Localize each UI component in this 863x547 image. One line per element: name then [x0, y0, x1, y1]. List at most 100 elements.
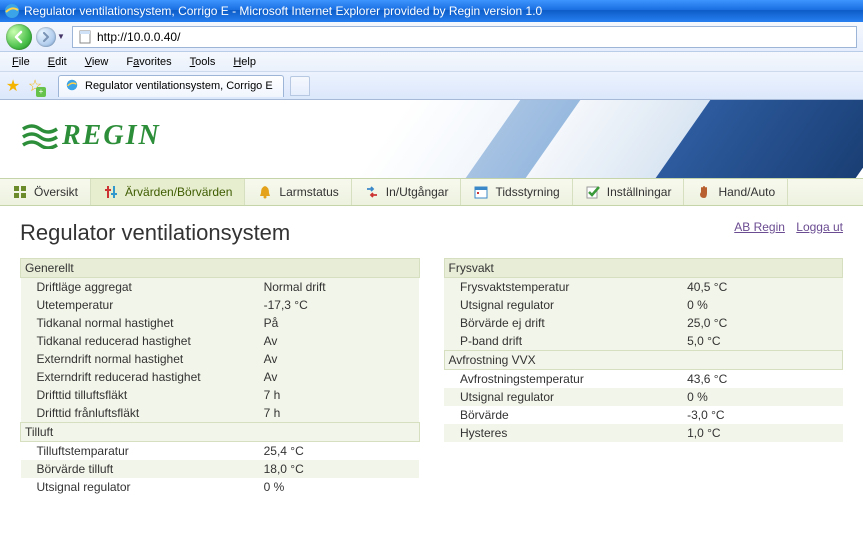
table-row: Börvärde ej drift25,0 °C: [444, 314, 843, 332]
row-label: Frysvaktstemperatur: [444, 278, 683, 297]
nav-label: Inställningar: [607, 185, 672, 199]
row-value[interactable]: 5,0 °C: [683, 332, 842, 351]
nav-label: Ärvärden/Börvärden: [125, 185, 232, 199]
sliders-icon: [103, 184, 119, 200]
nav-row: ▼: [0, 22, 863, 52]
row-label: Tidkanal reducerad hastighet: [21, 332, 260, 350]
row-value: 43,6 °C: [683, 370, 842, 389]
row-value[interactable]: 25,0 °C: [683, 314, 842, 332]
logo-text: REGIN: [62, 120, 161, 152]
section-header: Avfrostning VVX: [444, 351, 843, 370]
right-table: FrysvaktFrysvaktstemperatur40,5 °C Utsign…: [444, 258, 844, 442]
logo-wave-icon: [22, 121, 58, 152]
section-toolbar: Översikt Ärvärden/Börvärden Larmstatus In/U…: [0, 178, 863, 206]
row-value: 7 h: [260, 386, 419, 404]
row-label: P-band drift: [444, 332, 683, 351]
regin-logo: REGIN: [22, 120, 161, 152]
favorites-center-icon[interactable]: ★: [4, 77, 22, 95]
row-value: 0 %: [683, 296, 842, 314]
table-row: Drifttid frånluftsfläkt7 h: [21, 404, 420, 423]
history-dropdown[interactable]: ▼: [56, 32, 66, 41]
row-value: Normal drift: [260, 278, 419, 297]
row-value: -17,3 °C: [260, 296, 419, 314]
nav-label: Tidsstyrning: [495, 185, 559, 199]
menu-favorites[interactable]: Favorites: [118, 54, 179, 70]
menu-edit[interactable]: Edit: [40, 54, 75, 70]
row-label: Driftläge aggregat: [21, 278, 260, 297]
row-label: Tidkanal normal hastighet: [21, 314, 260, 332]
row-value: 7 h: [260, 404, 419, 423]
row-value: Av: [260, 368, 419, 386]
io-icon: [364, 184, 380, 200]
row-value: Av: [260, 350, 419, 368]
table-row: Tidkanal reducerad hastighetAv: [21, 332, 420, 350]
row-value[interactable]: 18,0 °C: [260, 460, 419, 478]
menu-file[interactable]: File: [4, 54, 38, 70]
row-label: Utsignal regulator: [444, 388, 683, 406]
menu-view[interactable]: View: [77, 54, 117, 70]
new-tab-button[interactable]: [290, 76, 310, 96]
nav-larm[interactable]: Larmstatus: [245, 179, 351, 205]
active-tab[interactable]: Regulator ventilationsystem, Corrigo E: [58, 75, 284, 97]
table-row: Frysvaktstemperatur40,5 °C: [444, 278, 843, 297]
row-label: Avfrostningstemperatur: [444, 370, 683, 389]
back-button[interactable]: [6, 24, 32, 50]
address-input[interactable]: [97, 30, 852, 44]
page-icon: [77, 29, 93, 45]
nav-arvarden[interactable]: Ärvärden/Börvärden: [91, 179, 245, 205]
nav-buttons: ▼: [6, 24, 66, 50]
row-label: Börvärde: [444, 406, 683, 424]
section-header: Generellt: [21, 259, 420, 278]
row-label: Börvärde tilluft: [21, 460, 260, 478]
forward-button[interactable]: [36, 27, 56, 47]
row-label: Drifttid frånluftsfläkt: [21, 404, 260, 423]
banner: REGIN: [0, 100, 863, 178]
nav-io[interactable]: In/Utgångar: [352, 179, 462, 205]
nav-hand[interactable]: Hand/Auto: [684, 179, 788, 205]
table-row: Avfrostningstemperatur43,6 °C: [444, 370, 843, 389]
section-header: Tilluft: [21, 423, 420, 442]
table-row: Tidkanal normal hastighetPå: [21, 314, 420, 332]
nav-label: Hand/Auto: [718, 185, 775, 199]
menu-bar: File Edit View Favorites Tools Help: [0, 52, 863, 72]
table-row: Utsignal regulator0 %: [21, 478, 420, 496]
link-logout[interactable]: Logga ut: [796, 220, 843, 234]
nav-label: In/Utgångar: [386, 185, 449, 199]
table-row: Externdrift reducerad hastighetAv: [21, 368, 420, 386]
menu-help[interactable]: Help: [225, 54, 264, 70]
nav-tids[interactable]: Tidsstyrning: [461, 179, 572, 205]
bell-icon: [257, 184, 273, 200]
nav-label: Översikt: [34, 185, 78, 199]
check-icon: [585, 184, 601, 200]
row-value[interactable]: 1,0 °C: [683, 424, 842, 442]
row-value: 40,5 °C: [683, 278, 842, 297]
link-ab-regin[interactable]: AB Regin: [734, 220, 785, 234]
row-label: Externdrift reducerad hastighet: [21, 368, 260, 386]
row-label: Drifttid tilluftsfläkt: [21, 386, 260, 404]
table-row: Hysteres1,0 °C: [444, 424, 843, 442]
left-table: GenerelltDriftläge aggregatNormal drift U…: [20, 258, 420, 496]
nav-inst[interactable]: Inställningar: [573, 179, 685, 205]
row-value: 0 %: [260, 478, 419, 496]
menu-tools[interactable]: Tools: [182, 54, 224, 70]
row-value[interactable]: -3,0 °C: [683, 406, 842, 424]
row-value: På: [260, 314, 419, 332]
address-bar[interactable]: [72, 26, 857, 48]
tab-page-icon: [65, 78, 79, 95]
table-row: Externdrift normal hastighetAv: [21, 350, 420, 368]
table-row: Driftläge aggregatNormal drift: [21, 278, 420, 297]
page-title: Regulator ventilationsystem: [20, 220, 290, 246]
table-row: Börvärde tilluft18,0 °C: [21, 460, 420, 478]
page-content: REGIN Översikt Ärvärden/Börvärden Larmstat…: [0, 100, 863, 504]
window-titlebar: Regulator ventilationsystem, Corrigo E -…: [0, 0, 863, 22]
section-header: Frysvakt: [444, 259, 843, 278]
table-row: Tilluftstemparatur25,4 °C: [21, 442, 420, 461]
row-label: Externdrift normal hastighet: [21, 350, 260, 368]
nav-oversikt[interactable]: Översikt: [0, 179, 91, 205]
row-label: Börvärde ej drift: [444, 314, 683, 332]
add-favorite-icon[interactable]: ☆: [26, 77, 44, 95]
row-label: Hysteres: [444, 424, 683, 442]
table-row: Börvärde-3,0 °C: [444, 406, 843, 424]
table-row: P-band drift5,0 °C: [444, 332, 843, 351]
hand-icon: [696, 184, 712, 200]
